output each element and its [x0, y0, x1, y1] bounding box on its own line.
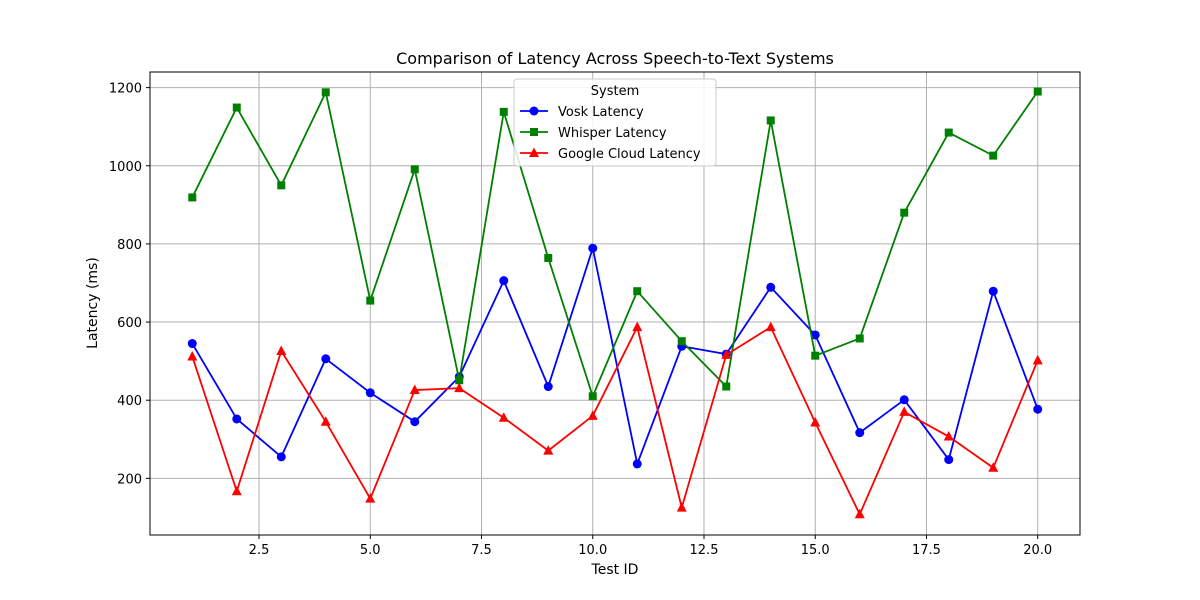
data-point — [410, 165, 419, 174]
x-tick-label: 10.0 — [578, 543, 607, 558]
x-tick-label: 7.5 — [471, 543, 492, 558]
series-triangle — [187, 321, 1043, 519]
data-point — [320, 416, 331, 426]
data-point — [543, 382, 553, 392]
x-tick-label: 5.0 — [360, 543, 381, 558]
data-point — [276, 345, 287, 355]
x-tick-label: 20.0 — [1023, 543, 1052, 558]
data-point — [544, 253, 553, 262]
data-point — [810, 416, 821, 427]
data-point — [455, 376, 464, 385]
data-point — [365, 388, 375, 398]
data-point — [766, 282, 776, 292]
legend-item: Whisper Latency — [520, 126, 667, 141]
data-point — [1033, 87, 1042, 96]
data-point — [944, 128, 953, 137]
data-point — [632, 321, 643, 332]
data-point — [188, 193, 197, 202]
data-point — [944, 455, 954, 465]
legend-item: Google Cloud Latency — [520, 147, 701, 162]
data-point — [676, 502, 687, 512]
data-point — [365, 493, 376, 503]
data-point — [1033, 404, 1043, 414]
data-point — [765, 321, 776, 332]
data-point — [366, 296, 375, 305]
y-tick-label: 400 — [117, 394, 142, 409]
data-point — [321, 354, 331, 364]
series-layer — [187, 87, 1043, 519]
y-tick-label: 600 — [117, 316, 142, 331]
data-point — [855, 334, 864, 343]
x-tick-label: 15.0 — [801, 543, 830, 558]
data-point — [276, 452, 286, 462]
data-point — [187, 339, 197, 349]
data-point — [632, 459, 642, 469]
data-point — [721, 349, 732, 359]
data-point — [943, 431, 954, 441]
data-point — [232, 103, 241, 112]
data-point — [722, 382, 731, 391]
data-point — [543, 445, 554, 455]
data-point — [410, 417, 420, 427]
data-point — [855, 428, 865, 438]
plot-frame — [149, 71, 1081, 536]
legend-label: Whisper Latency — [558, 126, 667, 141]
y-tick-label: 200 — [117, 472, 142, 487]
data-point — [409, 384, 420, 395]
legend: System Vosk Latency Whisper Latency Google… — [513, 78, 717, 167]
data-point — [499, 107, 508, 116]
data-point — [499, 276, 509, 286]
legend-marker — [530, 128, 538, 136]
x-tick-label: 12.5 — [690, 543, 719, 558]
data-point — [677, 337, 686, 346]
data-point — [588, 243, 598, 253]
data-point — [454, 382, 465, 393]
axis-ticks: 2.5 5.0 7.5 10.0 12.5 15.0 17.5 20.0 200 400 600 80… — [109, 82, 1052, 558]
data-point — [1032, 354, 1043, 365]
data-point — [900, 208, 909, 217]
x-tick-label: 17.5 — [912, 543, 941, 558]
y-tick-label: 1200 — [109, 82, 142, 97]
data-point — [854, 508, 865, 519]
y-tick-label: 800 — [117, 238, 142, 253]
data-point — [810, 330, 820, 340]
data-point — [899, 395, 909, 405]
series-line — [191, 91, 1039, 398]
chart-title: Comparison of Latency Across Speech-to-T… — [396, 49, 834, 68]
series-square — [188, 87, 1042, 401]
series-line — [191, 247, 1039, 465]
data-point — [232, 414, 242, 424]
legend-items: Vosk Latency Whisper Latency Google Cloud … — [520, 105, 701, 162]
legend-box — [513, 78, 717, 167]
x-axis-title: Test ID — [591, 562, 639, 578]
legend-marker — [529, 106, 539, 116]
legend-item: Vosk Latency — [520, 105, 644, 120]
data-point — [321, 88, 330, 97]
data-point — [899, 406, 910, 416]
series-circle — [187, 243, 1043, 469]
data-point — [989, 151, 998, 160]
x-tick-label: 2.5 — [249, 543, 270, 558]
data-point — [588, 392, 597, 401]
data-point — [633, 287, 642, 296]
data-point — [811, 351, 820, 360]
data-point — [988, 462, 999, 472]
legend-label: Vosk Latency — [558, 105, 644, 120]
data-point — [187, 350, 198, 361]
data-point — [498, 412, 509, 422]
legend-marker — [529, 147, 539, 157]
data-point — [988, 286, 998, 296]
legend-label: Google Cloud Latency — [558, 147, 701, 162]
y-axis-title: Latency (ms) — [85, 257, 101, 349]
data-point — [231, 485, 242, 496]
data-point — [587, 410, 598, 420]
series-line — [191, 326, 1039, 516]
legend-title: System — [591, 84, 639, 99]
data-point — [277, 181, 286, 190]
y-tick-label: 1000 — [109, 160, 142, 175]
data-point — [766, 116, 775, 125]
